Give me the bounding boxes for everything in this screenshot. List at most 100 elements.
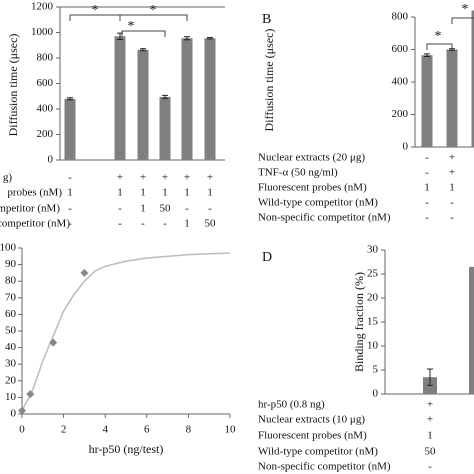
- significance-mark: *: [92, 3, 99, 18]
- condition-value: 1: [140, 203, 146, 215]
- condition-value: -: [68, 203, 72, 215]
- significance-mark: *: [462, 2, 469, 17]
- condition-value: +: [140, 172, 146, 184]
- condition-label: competitor (nM): [0, 203, 60, 215]
- significance-bracket: [451, 17, 474, 24]
- condition-value: +: [449, 167, 455, 179]
- x-tick-label: 6: [144, 424, 150, 436]
- condition-value: 1: [449, 182, 455, 194]
- condition-value: -: [141, 218, 145, 230]
- significance-bracket: [121, 30, 166, 37]
- y-axis-title: Binding fraction (%): [352, 272, 366, 372]
- condition-value: 1: [207, 187, 213, 199]
- condition-value: -: [185, 203, 189, 215]
- x-axis-title: hr-p50 (ng/test): [89, 442, 164, 456]
- y-tick-label: 100: [0, 242, 17, 254]
- y-tick-label: 5: [373, 364, 379, 376]
- condition-label: hr-p50 (0.8 ng): [258, 399, 325, 411]
- bar: [137, 49, 149, 160]
- condition-value: +: [184, 172, 190, 184]
- fit-curve: [21, 252, 231, 412]
- y-tick-label: 60: [5, 308, 17, 320]
- panel-label: B: [262, 12, 271, 27]
- error-bar: [67, 97, 73, 101]
- y-tick-label: 800: [37, 52, 54, 64]
- y-axis-title: Diffusion time (μsec): [262, 29, 276, 132]
- significance-mark: *: [435, 29, 442, 44]
- condition-value: 1: [427, 430, 433, 442]
- bar: [181, 38, 193, 160]
- condition-value: -: [450, 212, 454, 224]
- y-tick-label: 10: [5, 391, 17, 403]
- error-bar: [184, 36, 190, 41]
- condition-value: -: [163, 218, 167, 230]
- y-tick-label: 0: [373, 388, 379, 400]
- bar: [469, 266, 474, 394]
- bar: [159, 96, 171, 160]
- condition-value: -: [118, 203, 122, 215]
- condition-label: g): [3, 172, 13, 184]
- condition-value: -: [425, 152, 429, 164]
- condition-value: +: [207, 172, 213, 184]
- bar: [446, 49, 458, 147]
- y-tick-label: 90: [5, 258, 17, 270]
- bar: [64, 98, 76, 160]
- y-tick-label: 200: [37, 128, 54, 140]
- y-tick-label: 400: [392, 76, 409, 88]
- condition-value: 1: [117, 187, 123, 199]
- condition-value: -: [450, 197, 454, 209]
- x-tick-label: 4: [102, 424, 108, 436]
- data-point: [26, 390, 35, 399]
- condition-value: -: [428, 461, 432, 473]
- condition-value: -: [425, 167, 429, 179]
- condition-label: Nuclear extracts (20 μg): [258, 152, 365, 164]
- error-bar: [140, 48, 146, 52]
- condition-value: +: [117, 172, 123, 184]
- y-tick-label: 50: [5, 325, 17, 337]
- data-point: [80, 268, 89, 277]
- y-tick-label: 20: [5, 374, 17, 386]
- y-tick-label: 70: [5, 291, 17, 303]
- bar: [114, 36, 126, 161]
- y-tick-label: 400: [37, 103, 54, 115]
- condition-label: probes (nM): [7, 187, 62, 199]
- data-point: [18, 406, 26, 415]
- y-tick-label: 15: [367, 316, 379, 328]
- condition-value: 50: [160, 203, 172, 215]
- condition-label: TNF-α (50 ng/ml): [258, 167, 338, 179]
- condition-value: 1: [184, 218, 190, 230]
- data-point: [49, 338, 58, 347]
- x-tick-label: 2: [61, 424, 67, 436]
- condition-label: Non-specific competitor (nM): [258, 461, 391, 473]
- condition-label: Wild-type competitor (nM): [258, 197, 378, 209]
- x-tick-label: 8: [186, 424, 192, 436]
- condition-value: -: [118, 218, 122, 230]
- significance-mark: *: [150, 3, 157, 18]
- condition-label: c competitor (nM): [0, 218, 70, 230]
- error-bar: [207, 36, 213, 40]
- y-tick-label: 800: [392, 11, 409, 23]
- bar: [421, 55, 433, 147]
- error-bar: [162, 94, 168, 99]
- significance-bracket: [119, 14, 188, 21]
- y-tick-label: 20: [367, 292, 379, 304]
- condition-value: -: [68, 218, 72, 230]
- significance-mark: *: [128, 19, 135, 34]
- y-tick-label: 0: [11, 408, 17, 420]
- condition-value: -: [425, 212, 429, 224]
- condition-value: 1: [67, 187, 73, 199]
- condition-label: Wild-type competitor (nM): [258, 446, 378, 458]
- condition-value: -: [208, 203, 212, 215]
- significance-bracket: [426, 43, 453, 50]
- y-tick-label: 25: [367, 268, 379, 280]
- y-tick-label: 600: [37, 77, 54, 89]
- condition-value: 1: [162, 187, 168, 199]
- condition-label: Non-specific competitor (nM): [258, 212, 391, 224]
- y-axis-title: Diffusion time (μsec): [6, 34, 20, 137]
- condition-label: Fluorescent probes (nM): [258, 430, 367, 442]
- condition-value: -: [68, 172, 72, 184]
- y-tick-label: 80: [5, 275, 17, 287]
- y-tick-label: 40: [5, 341, 17, 353]
